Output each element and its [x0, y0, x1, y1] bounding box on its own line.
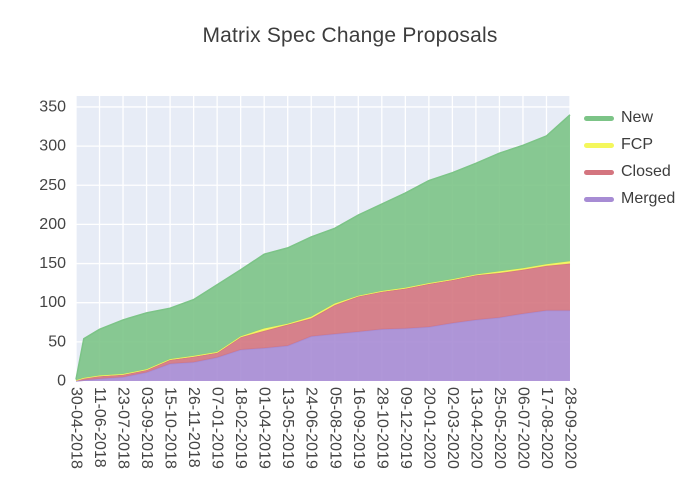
x-tick-label: 02-03-2020 — [444, 387, 461, 469]
y-tick-label: 250 — [39, 177, 66, 194]
y-tick-label: 150 — [39, 255, 66, 272]
legend-swatch-closed — [584, 169, 614, 175]
x-tick-label: 28-10-2019 — [373, 387, 390, 469]
x-tick-label: 05-08-2019 — [326, 387, 343, 469]
area-series-new — [76, 114, 570, 381]
legend-item-new[interactable]: New — [584, 109, 675, 127]
x-tick-label: 23-07-2018 — [115, 387, 132, 469]
line-series-new — [75, 114, 571, 380]
x-tick-label: 09-12-2019 — [397, 387, 414, 469]
y-tick-label: 350 — [39, 98, 66, 115]
chart-title: Matrix Spec Change Proposals — [202, 24, 498, 47]
x-tick-label: 25-05-2020 — [491, 387, 508, 469]
y-tick-label: 300 — [39, 138, 66, 155]
legend-label: New — [621, 109, 654, 126]
legend-label: FCP — [621, 136, 653, 153]
x-tick-label: 07-01-2019 — [209, 387, 226, 469]
x-tick-label: 01-04-2019 — [256, 387, 273, 469]
x-tick-label: 26-11-2018 — [185, 387, 202, 468]
legend-item-merged[interactable]: Merged — [584, 190, 675, 208]
legend-label: Merged — [621, 190, 676, 207]
x-tick-label: 28-09-2020 — [562, 387, 579, 469]
x-tick-label: 20-01-2020 — [420, 387, 437, 469]
legend: New FCP Closed Merged — [584, 109, 675, 208]
x-tick-label: 03-09-2018 — [138, 387, 155, 469]
y-tick-label: 100 — [39, 294, 66, 311]
legend-label: Closed — [621, 163, 671, 180]
x-tick-label: 24-06-2019 — [303, 387, 320, 469]
area-series-closed — [76, 263, 570, 381]
x-tick-label: 15-10-2018 — [162, 387, 179, 469]
legend-swatch-merged — [584, 196, 614, 202]
x-tick-label: 13-05-2019 — [279, 387, 296, 469]
legend-item-closed[interactable]: Closed — [584, 163, 675, 181]
y-tick-label: 0 — [57, 373, 66, 390]
x-tick-label: 18-02-2019 — [232, 387, 249, 469]
legend-swatch-fcp — [584, 142, 614, 148]
x-tick-label: 17-08-2020 — [538, 387, 555, 469]
y-tick-label: 50 — [48, 333, 66, 350]
x-tick-label: 06-07-2020 — [514, 387, 531, 469]
y-tick-label: 200 — [39, 216, 66, 233]
legend-item-fcp[interactable]: FCP — [584, 136, 675, 154]
x-tick-label: 13-04-2020 — [467, 387, 484, 469]
x-tick-label: 16-09-2019 — [350, 387, 367, 469]
area-series-merged — [76, 310, 570, 381]
x-tick-label: 11-06-2018 — [91, 387, 108, 468]
legend-swatch-new — [584, 115, 614, 121]
x-tick-label: 30-04-2018 — [68, 387, 85, 469]
